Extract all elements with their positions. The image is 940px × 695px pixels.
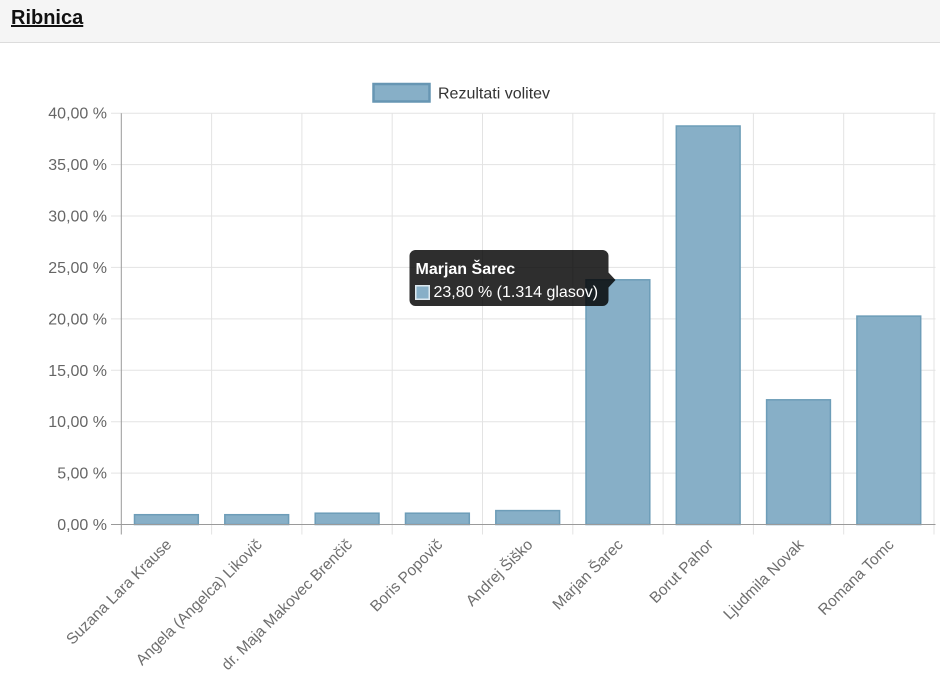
svg-text:35,00 %: 35,00 % [48,157,107,174]
svg-text:30,00 %: 30,00 % [48,209,107,226]
svg-text:25,00 %: 25,00 % [48,260,107,277]
svg-text:Andrej Šiško: Andrej Šiško [463,536,537,610]
svg-text:10,00 %: 10,00 % [48,414,107,431]
svg-text:Ljudmila Novak: Ljudmila Novak [720,536,807,623]
svg-text:23,80 % (1.314 glasov): 23,80 % (1.314 glasov) [434,284,599,301]
svg-text:40,00 %: 40,00 % [48,106,107,123]
svg-text:Marjan Šarec: Marjan Šarec [416,259,516,278]
svg-text:15,00 %: 15,00 % [48,363,107,380]
svg-text:Borut Pahor: Borut Pahor [647,536,718,607]
svg-text:0,00 %: 0,00 % [57,517,107,534]
svg-text:5,00 %: 5,00 % [57,466,107,483]
svg-text:Romana Tomc: Romana Tomc [815,536,898,619]
svg-text:Marjan Šarec: Marjan Šarec [550,536,627,613]
svg-text:Rezultati volitev: Rezultati volitev [438,86,550,103]
svg-text:20,00 %: 20,00 % [48,311,107,328]
svg-text:Boris Popovič: Boris Popovič [367,536,446,615]
